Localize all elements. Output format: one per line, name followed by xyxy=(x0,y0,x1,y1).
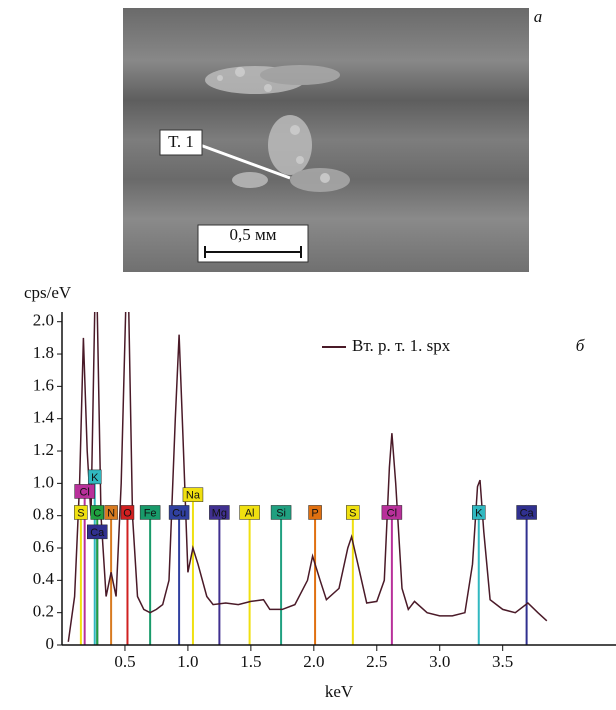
element-box xyxy=(104,505,118,520)
y-tick-label: 0.6 xyxy=(33,537,54,556)
element-label: Cu xyxy=(172,507,186,519)
element-box xyxy=(182,487,204,502)
x-tick-label: 1.0 xyxy=(177,652,198,671)
element-box xyxy=(346,505,360,520)
panel-label: б xyxy=(576,336,585,355)
element-label: Na xyxy=(186,490,201,502)
plot-area xyxy=(67,312,548,645)
element-label: Si xyxy=(276,507,286,519)
element-box xyxy=(381,505,403,520)
spectrum-line xyxy=(67,312,548,642)
y-tick-label: 1.6 xyxy=(33,375,54,394)
y-tick-label: 0.2 xyxy=(33,602,54,621)
element-label: C xyxy=(93,507,101,519)
y-tick-label: 1.8 xyxy=(33,343,54,362)
element-label: Fe xyxy=(144,507,157,519)
element-box xyxy=(74,505,88,520)
y-tick-label: 0.4 xyxy=(33,569,55,588)
element-box xyxy=(139,505,161,520)
element-label: Mg xyxy=(212,507,227,519)
element-label: Cl xyxy=(387,507,397,519)
y-tick-label: 1.2 xyxy=(33,440,54,459)
y-tick-label: 2.0 xyxy=(33,311,54,330)
element-label: S xyxy=(349,507,356,519)
x-tick-label: 0.5 xyxy=(114,652,135,671)
element-label: Al xyxy=(245,507,255,519)
sem-image: Т. 1 0,5 мм xyxy=(123,8,529,272)
element-label: K xyxy=(91,472,99,484)
x-tick-label: 3.5 xyxy=(492,652,513,671)
element-box xyxy=(87,524,108,540)
element-box xyxy=(472,505,486,520)
element-box xyxy=(90,505,105,520)
element-box xyxy=(239,505,260,520)
x-tick-label: 2.5 xyxy=(366,652,387,671)
element-box xyxy=(74,484,95,499)
element-label: N xyxy=(107,507,115,519)
panel-label: а xyxy=(534,7,543,26)
y-tick-label: 0.8 xyxy=(33,505,54,524)
element-box xyxy=(209,505,230,520)
y-axis-label: cps/eV xyxy=(24,283,72,302)
element-box xyxy=(168,505,190,520)
marker-label: Т. 1 xyxy=(168,132,194,151)
x-tick-label: 3.0 xyxy=(429,652,450,671)
element-box xyxy=(516,505,537,520)
element-label: Ca xyxy=(520,507,535,519)
scale-bar-label: 0,5 мм xyxy=(229,225,276,244)
y-tick-label: 1.4 xyxy=(33,408,55,427)
element-label: P xyxy=(311,507,318,519)
element-box xyxy=(270,505,292,520)
element-label: K xyxy=(475,507,483,519)
x-tick-label: 1.5 xyxy=(240,652,261,671)
x-tick-label: 2.0 xyxy=(303,652,324,671)
legend-label: Вт. р. т. 1. spx xyxy=(352,336,451,355)
element-box xyxy=(308,505,322,520)
element-label: S xyxy=(77,507,84,519)
y-tick-label: 0 xyxy=(46,634,55,653)
element-box xyxy=(120,505,135,520)
element-label: O xyxy=(123,507,132,519)
element-label: Ca xyxy=(90,527,105,539)
y-tick-label: 1.0 xyxy=(33,472,54,491)
element-box xyxy=(87,469,102,485)
x-axis-label: keV xyxy=(325,682,354,701)
element-label: Cl xyxy=(79,486,89,498)
